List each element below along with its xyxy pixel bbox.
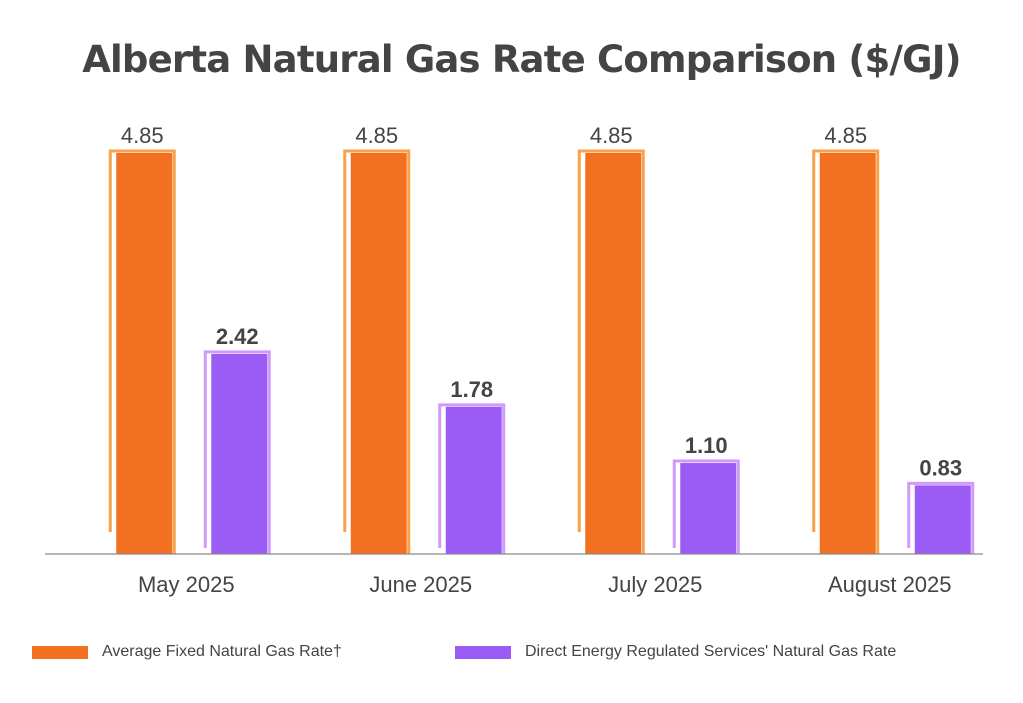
legend-item-fixed-rate: Average Fixed Natural Gas Rate† bbox=[32, 640, 342, 664]
data-label-fixed-rate-august-2025: 4.85 bbox=[824, 123, 867, 148]
bar-fixed-rate-june-2025 bbox=[350, 153, 407, 554]
x-tick-label-august-2025: August 2025 bbox=[828, 572, 952, 597]
x-tick-label-june-2025: June 2025 bbox=[369, 572, 472, 597]
legend-label-fixed-rate: Average Fixed Natural Gas Rate† bbox=[102, 643, 342, 660]
bar-outline-0-june-2025 bbox=[343, 149, 411, 554]
bar-outline-1-may-2025 bbox=[203, 350, 271, 554]
bar-outline-1-july-2025 bbox=[672, 459, 740, 554]
bar-regulated-rate-july-2025 bbox=[680, 463, 737, 554]
data-label-fixed-rate-june-2025: 4.85 bbox=[355, 123, 398, 148]
data-label-regulated-rate-august-2025: 0.83 bbox=[919, 455, 962, 480]
bar-outline-0-august-2025 bbox=[812, 149, 880, 554]
bar-outline-1-august-2025 bbox=[907, 481, 975, 554]
legend-swatch-fixed-rate bbox=[32, 645, 88, 659]
legend-swatch-regulated-rate bbox=[455, 645, 511, 659]
legend-item-regulated-rate: Direct Energy Regulated Services' Natura… bbox=[455, 640, 896, 664]
bar-regulated-rate-june-2025 bbox=[445, 406, 502, 554]
data-label-regulated-rate-july-2025: 1.10 bbox=[685, 433, 728, 458]
data-label-fixed-rate-may-2025: 4.85 bbox=[121, 123, 164, 148]
data-label-regulated-rate-may-2025: 2.42 bbox=[216, 324, 259, 349]
x-tick-label-may-2025: May 2025 bbox=[138, 572, 235, 597]
chart-title: Alberta Natural Gas Rate Comparison ($/G… bbox=[82, 38, 961, 81]
bar-outline-0-july-2025 bbox=[577, 149, 645, 554]
bar-fixed-rate-august-2025 bbox=[819, 153, 876, 554]
data-label-regulated-rate-june-2025: 1.78 bbox=[450, 377, 493, 402]
legend-label-regulated-rate: Direct Energy Regulated Services' Natura… bbox=[525, 643, 897, 660]
bar-fixed-rate-may-2025 bbox=[116, 153, 173, 554]
legend: Average Fixed Natural Gas Rate† Direct E… bbox=[0, 640, 1023, 664]
bar-regulated-rate-may-2025 bbox=[211, 353, 268, 554]
bar-outline-1-june-2025 bbox=[438, 403, 506, 554]
bar-fixed-rate-july-2025 bbox=[585, 153, 642, 554]
bar-outline-0-may-2025 bbox=[108, 149, 176, 554]
x-tick-label-july-2025: July 2025 bbox=[608, 572, 702, 597]
bar-regulated-rate-august-2025 bbox=[914, 485, 971, 554]
data-label-fixed-rate-july-2025: 4.85 bbox=[590, 123, 633, 148]
